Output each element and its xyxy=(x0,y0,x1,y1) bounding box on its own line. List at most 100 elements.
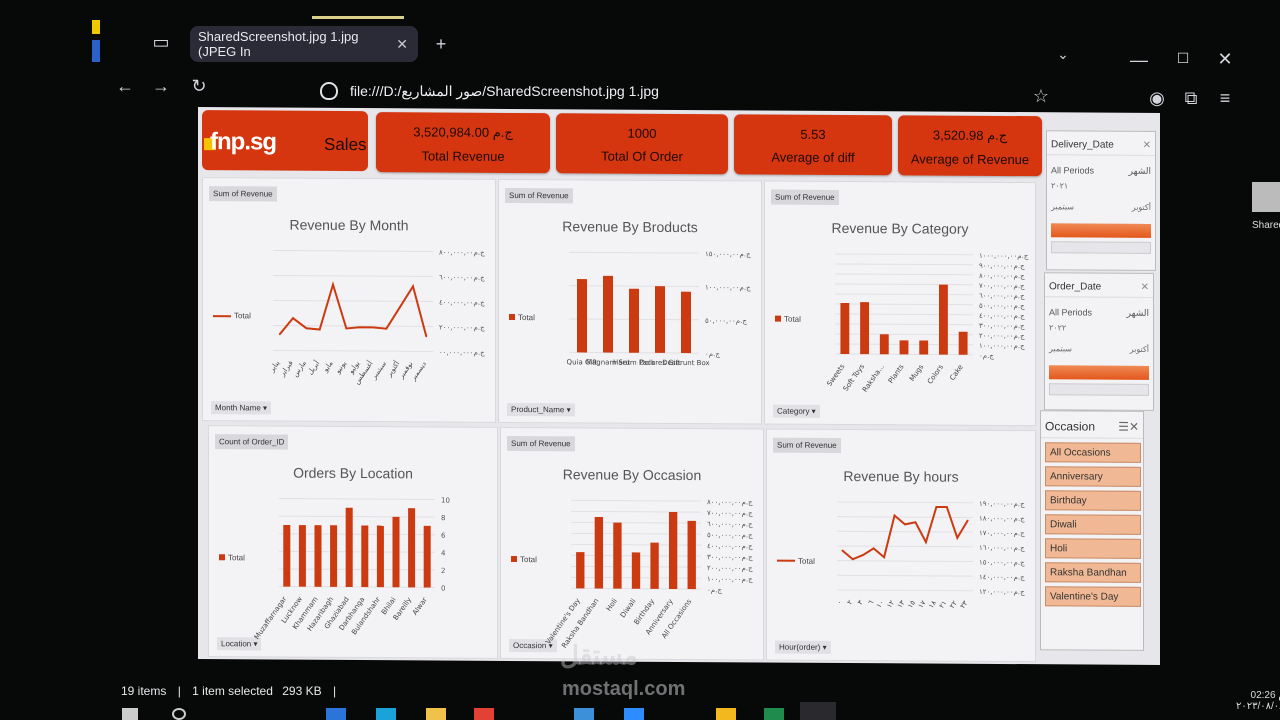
occasion-item[interactable]: All Occasions xyxy=(1045,442,1141,463)
close-tab-icon[interactable]: ✕ xyxy=(396,35,408,52)
slicer-unit[interactable]: الشهر xyxy=(1128,165,1151,176)
data-point xyxy=(862,554,864,556)
occasion-item[interactable]: Valentine's Day xyxy=(1045,586,1141,607)
reload-icon[interactable]: ↻ xyxy=(191,76,207,96)
sales-label: Sales xyxy=(324,134,367,155)
forward-icon[interactable]: → xyxy=(152,76,170,96)
gridline xyxy=(273,300,433,302)
slicer-month: أكتوبر xyxy=(1131,202,1151,212)
multi-select-icon[interactable]: ☰✕ xyxy=(1118,419,1139,434)
gridline xyxy=(835,293,973,296)
tab-overview-icon[interactable]: ▭ xyxy=(152,32,170,52)
site-info-icon[interactable] xyxy=(320,82,338,100)
chart-revenue-by-month: Sum of Revenue Revenue By Month Month Name… xyxy=(202,177,496,423)
gridline xyxy=(571,510,701,513)
slicer-title: Occasion xyxy=(1045,419,1096,434)
vscode-icon[interactable] xyxy=(574,708,594,720)
chart-revenue-by-occasion: Sum of Revenue Revenue By Occasion Occasio… xyxy=(500,426,764,661)
gridline xyxy=(279,498,435,501)
occasion-item[interactable]: Holi xyxy=(1045,538,1141,559)
new-tab-icon[interactable]: + xyxy=(435,34,447,54)
menu-icon[interactable]: ≡ xyxy=(1219,88,1231,108)
timeline-range-bar[interactable] xyxy=(1051,223,1151,238)
slicer-year: ٢٠٢٢ xyxy=(1049,323,1067,333)
maximize-icon[interactable]: ☐ xyxy=(1176,50,1190,66)
clock[interactable]: 02:26 م ٢٠٢٣/٠٨/٠٨ xyxy=(1236,690,1280,712)
slicer-occasion[interactable]: Occasion ☰✕ All Occasions Anniversary Birth… xyxy=(1040,410,1144,651)
gridline xyxy=(273,250,433,252)
y-tick-label: ج.م١٠٠٠,٠٠٠,٠٠ xyxy=(979,252,1029,260)
tab-active[interactable]: SharedScreenshot.jpg 1.jpg (JPEG In ✕ xyxy=(190,26,418,62)
occasion-item[interactable]: Anniversary xyxy=(1045,466,1141,487)
clear-filter-icon[interactable]: ✕ xyxy=(1140,281,1149,293)
gridline xyxy=(273,325,433,327)
timeline-range-bar[interactable] xyxy=(1049,365,1149,380)
y-tick-label: 4 xyxy=(441,549,446,557)
bar xyxy=(687,520,696,590)
y-tick-label: ج.م٢٠٠,٠٠٠,٠٠ xyxy=(707,564,753,572)
kpi-label: Total Of Order xyxy=(601,148,683,165)
y-tick-label: ج.م٣٠٠,٠٠٠,٠٠ xyxy=(979,322,1025,330)
powerbi-icon[interactable] xyxy=(716,708,736,720)
occasion-item[interactable]: Birthday xyxy=(1045,490,1141,511)
bar xyxy=(298,525,306,587)
zoom-icon[interactable] xyxy=(624,708,644,720)
taskbar xyxy=(100,702,1280,720)
bar xyxy=(603,275,613,353)
y-tick-label: ج.م٥٠٠,٠٠٠,٠٠ xyxy=(707,531,753,539)
y-tick-label: ج.م٧٠٠,٠٠٠,٠٠ xyxy=(707,509,753,517)
clear-filter-icon[interactable]: ✕ xyxy=(1142,139,1151,151)
excel-icon[interactable] xyxy=(764,708,784,720)
edge-icon[interactable] xyxy=(376,708,396,720)
kpi-label: Average of Revenue xyxy=(910,151,1030,168)
tab-list-chevron-icon[interactable]: ⌄ xyxy=(1057,46,1069,62)
minimize-icon[interactable]: — xyxy=(1130,50,1148,70)
series-line xyxy=(278,281,428,337)
data-point xyxy=(372,326,374,329)
explorer-status: 19 items | 1 item selected 293 KB | xyxy=(121,684,337,698)
kpi-value: 3,520.98 ج.م xyxy=(932,127,1008,144)
search-icon[interactable] xyxy=(172,708,186,720)
x-tick-label: ١٢ xyxy=(885,599,896,610)
y-tick-label: ج.م٩٠٠,٠٠٠,٠٠ xyxy=(979,262,1025,270)
y-tick-label: ج.م٥٠٠,٠٠٠,٠٠ xyxy=(979,302,1025,310)
x-tick-label: Alwar xyxy=(411,596,429,617)
x-tick-label: Quia Gift xyxy=(567,358,598,366)
chart-revenue-by-products: Sum of Revenue Revenue By Broducts Product… xyxy=(498,178,762,425)
folder-icon[interactable] xyxy=(426,708,446,720)
app-icon[interactable] xyxy=(326,708,346,720)
gridline xyxy=(837,501,973,504)
bar xyxy=(958,331,968,355)
bar xyxy=(840,302,850,355)
back-icon[interactable]: ← xyxy=(116,76,134,96)
y-tick-label: ج.م٢٠٠,٠٠٠,٠٠ xyxy=(439,324,485,332)
y-tick-label: 8 xyxy=(441,514,445,522)
y-tick-label: ج.م١٠٠,٠٠٠,٠٠ xyxy=(707,575,753,583)
start-icon[interactable] xyxy=(122,708,138,720)
bar xyxy=(919,340,929,355)
extensions-icon[interactable]: ⧉ xyxy=(1184,88,1198,108)
timeline-scrollbar[interactable] xyxy=(1051,241,1151,254)
dashboard-image: fnp.sg Sales 3,520,984.00 ج.م Total Reve… xyxy=(198,107,1160,665)
bookmark-star-icon[interactable]: ☆ xyxy=(1032,86,1050,106)
firefox-active[interactable] xyxy=(800,702,836,720)
chrome-icon[interactable] xyxy=(474,708,494,720)
slicer-delivery-date[interactable]: Delivery_Date ✕ All Periods الشهر ٢٠٢١ سبت… xyxy=(1046,130,1156,271)
x-tick-label: مايو xyxy=(321,359,335,374)
timeline-scrollbar[interactable] xyxy=(1049,383,1149,396)
clock-date: ٢٠٢٣/٠٨/٠٨ xyxy=(1236,701,1280,712)
gridline xyxy=(837,589,973,592)
desktop-file-thumbnail[interactable] xyxy=(1252,182,1280,212)
occasion-item[interactable]: Diwali xyxy=(1045,514,1141,535)
account-icon[interactable]: ◉ xyxy=(1149,88,1165,108)
x-tick-label: ١٥ xyxy=(906,599,917,610)
address-bar[interactable]: file:///D:/صور المشاريع/SharedScreenshot… xyxy=(310,74,1070,108)
slicer-order-date[interactable]: Order_Date ✕ All Periods الشهر ٢٠٢٢ سبتمبر… xyxy=(1044,272,1154,411)
y-tick-label: ج.م٦٠٠,٠٠٠,٠٠ xyxy=(979,292,1025,300)
data-point xyxy=(358,326,361,329)
bar xyxy=(594,516,604,589)
close-window-icon[interactable]: ✕ xyxy=(1217,49,1233,69)
left-edge-indicator xyxy=(92,20,100,34)
occasion-item[interactable]: Raksha Bandhan xyxy=(1045,562,1141,583)
slicer-unit[interactable]: الشهر xyxy=(1126,307,1149,318)
